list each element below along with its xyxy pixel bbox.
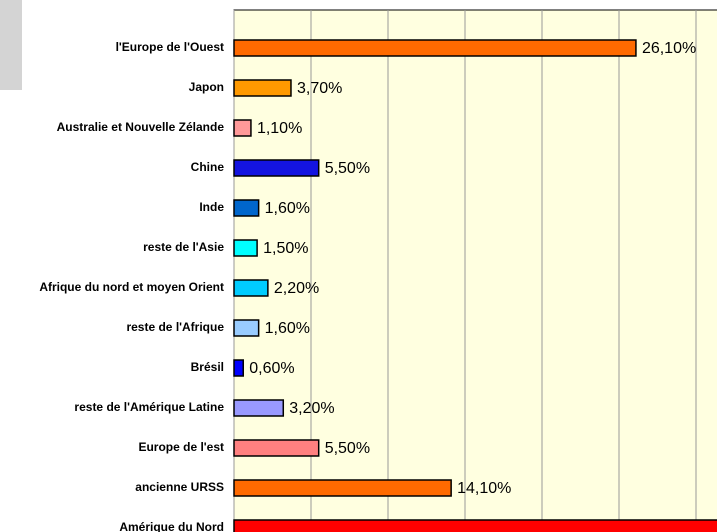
category-label: l'Europe de l'Ouest — [116, 40, 224, 54]
value-label: 5,50% — [325, 440, 370, 457]
value-label: 3,20% — [289, 400, 334, 417]
bar — [233, 79, 292, 97]
bar — [233, 359, 244, 377]
corner-box — [0, 0, 22, 90]
category-label: Afrique du nord et moyen Orient — [39, 280, 224, 294]
bar — [233, 399, 285, 417]
value-label: 26,10% — [642, 40, 696, 57]
category-label: Japon — [189, 80, 224, 94]
category-label: Inde — [199, 200, 224, 214]
value-label: 1,10% — [257, 120, 302, 137]
value-label: 2,20% — [274, 280, 319, 297]
category-label: reste de l'Amérique Latine — [74, 400, 224, 414]
value-label: 14,10% — [457, 480, 511, 497]
value-label: 0,60% — [249, 360, 294, 377]
category-label: Chine — [191, 160, 225, 174]
bar — [233, 439, 320, 457]
value-label: 5,50% — [325, 160, 370, 177]
category-label: reste de l'Asie — [143, 240, 224, 254]
bar — [233, 199, 260, 217]
bar — [233, 319, 260, 337]
value-label: 1,50% — [263, 240, 308, 257]
category-label: Brésil — [191, 360, 224, 374]
category-label: Amérique du Nord — [119, 520, 224, 532]
category-label: reste de l'Afrique — [126, 320, 224, 334]
value-label: 1,60% — [265, 200, 310, 217]
category-label: Europe de l'est — [138, 440, 224, 454]
bar — [233, 119, 252, 137]
category-label: ancienne URSS — [135, 480, 224, 494]
bar — [233, 519, 717, 532]
bar — [233, 279, 269, 297]
category-label: Australie et Nouvelle Zélande — [57, 120, 225, 134]
value-label: 3,70% — [297, 80, 342, 97]
value-label: 1,60% — [265, 320, 310, 337]
bar — [233, 479, 452, 497]
bar — [233, 39, 637, 57]
bar — [233, 239, 258, 257]
bar — [233, 159, 320, 177]
